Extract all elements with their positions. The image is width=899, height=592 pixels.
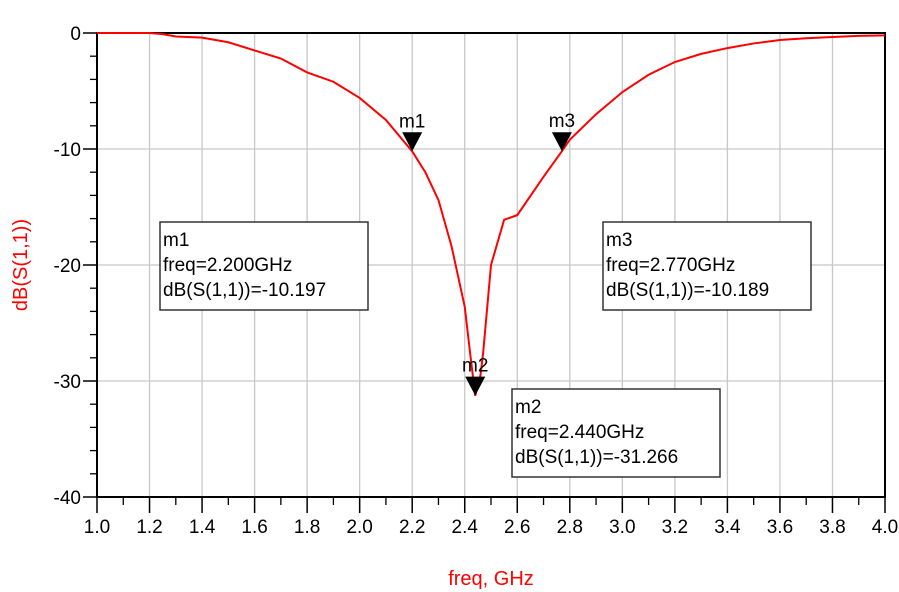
x-tick-label: 1.0 — [84, 517, 110, 538]
x-tick-label: 3.2 — [662, 517, 688, 538]
marker-readout-box — [159, 221, 369, 311]
marker-triangle-icon — [465, 376, 486, 396]
x-tick-label: 3.6 — [767, 517, 793, 538]
marker-readout-line: dB(S(1,1))=-10.197 — [163, 280, 326, 301]
marker-readout-line: m1 — [163, 230, 189, 251]
y-tick-label: -40 — [54, 488, 81, 509]
marker-readout-line: m3 — [606, 230, 632, 251]
marker-label: m2 — [462, 356, 488, 377]
x-tick-label: 3.4 — [714, 517, 741, 538]
y-axis-label: dB(S(1,1)) — [10, 219, 32, 311]
marker-triangle-icon — [402, 132, 423, 152]
marker-readout-box — [602, 221, 812, 311]
marker-readout-box — [511, 388, 721, 478]
marker-readout-line: dB(S(1,1))=-31.266 — [515, 447, 678, 468]
x-tick-label: 2.6 — [504, 517, 530, 538]
x-tick-label: 2.0 — [346, 517, 372, 538]
marker-readout-line: freq=2.440GHz — [515, 422, 644, 443]
marker-readout-line: freq=2.770GHz — [606, 255, 735, 276]
x-tick-label: 2.4 — [452, 517, 479, 538]
y-tick-label: -10 — [54, 140, 81, 161]
s11-trace — [97, 32, 886, 396]
x-tick-label: 4.0 — [872, 517, 898, 538]
x-tick-label: 1.2 — [136, 517, 162, 538]
x-tick-label: 3.8 — [819, 517, 845, 538]
marker-readout-line: freq=2.200GHz — [163, 255, 292, 276]
x-tick-label: 1.6 — [241, 517, 267, 538]
x-tick-label: 2.8 — [557, 517, 583, 538]
y-tick-label: -20 — [54, 256, 81, 277]
y-tick-label: 0 — [70, 24, 81, 45]
marker-readout-line: dB(S(1,1))=-10.189 — [606, 280, 769, 301]
marker-label: m1 — [399, 111, 425, 132]
x-tick-label: 3.0 — [609, 517, 635, 538]
y-tick-label: -30 — [54, 372, 81, 393]
x-tick-label: 2.2 — [399, 517, 425, 538]
x-axis-label: freq, GHz — [448, 568, 534, 590]
x-tick-label: 1.8 — [294, 517, 320, 538]
x-tick-label: 1.4 — [189, 517, 216, 538]
marker-label: m3 — [549, 111, 575, 132]
marker-readout-line: m2 — [515, 397, 541, 418]
plot-frame — [96, 32, 886, 498]
marker-triangle-icon — [551, 132, 572, 152]
